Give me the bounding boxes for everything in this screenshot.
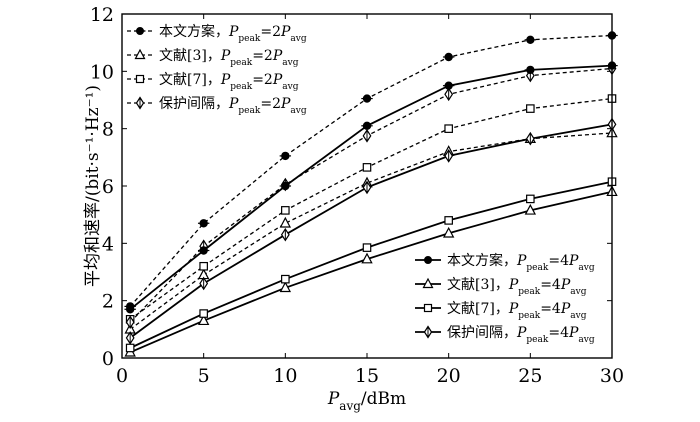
marker-square [362,163,372,172]
y-axis-title: 平均和速率/(bit·s⁻¹·Hz⁻¹) [83,85,103,287]
legend-entry: 保护间隔，Ppeak=2Pavg [127,96,307,116]
legend-entry: 本文方案，Ppeak=2Pavg [127,23,307,44]
legend-top-left: 本文方案，Ppeak=2Pavg 文献[3]，Ppeak=2Pavg 文献[7]，P… [127,23,307,116]
marker-square [526,194,535,204]
series-5 [124,185,618,357]
marker-square [423,303,433,313]
x-tick-label: 25 [518,365,542,387]
legend-entry: 保护间隔，Ppeak=4Pavg [415,325,595,345]
marker-triangle [134,48,146,60]
marker-triangle [422,277,434,289]
marker-square [135,74,145,84]
plot-frame [121,13,613,359]
x-tick-label: 15 [355,365,379,387]
series-line [129,132,613,330]
legend-label: 保护间隔，Ppeak=4Pavg [447,325,595,345]
legend-entry: 文献[7]，Ppeak=4Pavg [415,301,587,321]
x-tick-label: 30 [600,365,624,387]
x-axis-title: Pavg/dBm [327,389,406,413]
y-tick-label: 4 [102,233,114,255]
marker-square [281,274,290,284]
series-7 [125,117,617,345]
marker-triangle [442,226,455,238]
x-tick-label: 20 [437,365,461,387]
marker-square [199,309,208,318]
marker-triangle [524,203,537,215]
legend-label: 文献[7]，Ppeak=4Pavg [447,301,587,321]
y-tick-label: 2 [102,291,114,313]
marker-triangle [197,314,210,326]
y-tick-label: 0 [102,348,114,370]
legend-bottom-right: 本文方案，Ppeak=4Pavg 文献[3]，Ppeak=4Pavg 文献[7]，P… [415,252,595,345]
marker-square [444,216,453,225]
y-tick-label: 6 [102,176,114,198]
x-tick-labels: 0 5 10 15 20 25 30 [116,365,624,387]
legend-entry: 文献[3]，Ppeak=4Pavg [415,277,587,297]
y-tick-label: 8 [102,119,114,141]
x-tick-label: 5 [198,365,210,387]
marker-square [199,261,208,271]
legend-label: 文献[3]，Ppeak=4Pavg [447,277,587,297]
legend-label: 本文方案，Ppeak=4Pavg [447,252,595,273]
marker-triangle [279,216,292,228]
marker-triangle [361,252,373,264]
marker-square [281,206,290,215]
x-tick-label: 10 [273,365,297,387]
marker-square [125,343,135,353]
legend-label: 保护间隔，Ppeak=2Pavg [159,96,307,116]
legend-entry: 本文方案，Ppeak=4Pavg [415,252,595,273]
legend-entry: 文献[3]，Ppeak=2Pavg [127,48,299,68]
legend-label: 文献[3]，Ppeak=2Pavg [159,48,299,68]
series-layer [124,31,618,357]
marker-triangle [279,281,292,293]
y-tick-labels: 0 2 4 6 8 10 12 [90,4,114,370]
y-tick-label: 12 [90,4,114,26]
marker-square [362,243,372,252]
marker-square [444,124,453,133]
y-tick-label: 10 [90,61,114,83]
legend-label: 文献[7]，Ppeak=2Pavg [159,72,299,92]
marker-square [526,104,535,113]
x-tick-label: 0 [116,365,128,387]
legend-label: 本文方案，Ppeak=2Pavg [159,23,307,44]
legend-entry: 文献[7]，Ppeak=2Pavg [127,72,299,92]
